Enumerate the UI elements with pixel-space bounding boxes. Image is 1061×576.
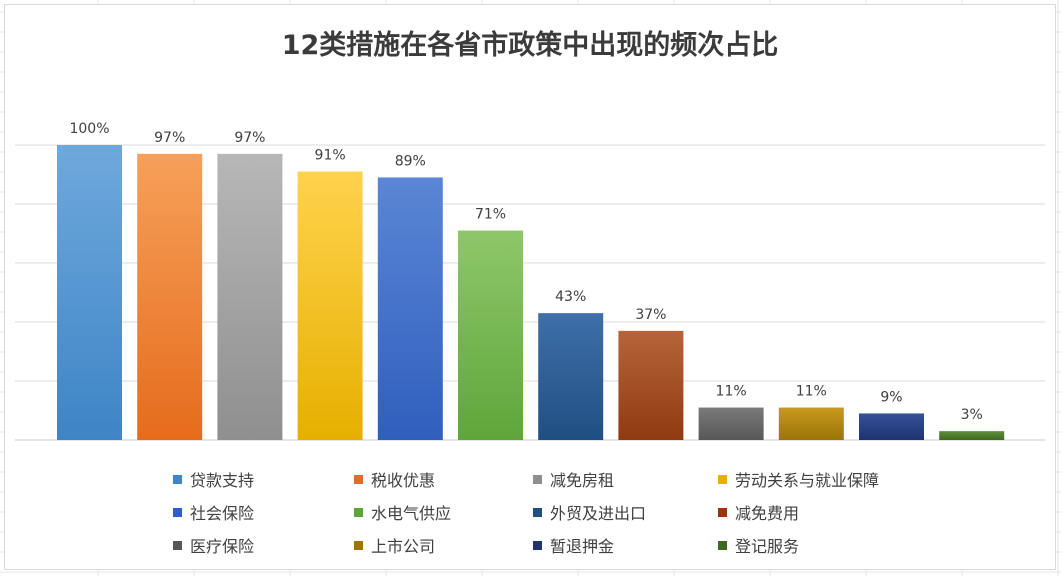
data-label: 9% — [880, 389, 902, 405]
bar-2[interactable] — [137, 153, 203, 440]
chart-area[interactable]: 12类措施在各省市政策中出现的频次占比 100% 97% 97% 91% 89% 71% 4… — [4, 4, 1056, 570]
bar-7[interactable] — [538, 313, 604, 440]
legend-swatch — [533, 507, 542, 517]
legend-item[interactable]: 外贸及进出口 — [533, 501, 646, 523]
legend-item[interactable]: 税收优惠 — [354, 468, 435, 490]
legend-item[interactable]: 医疗保险 — [173, 534, 254, 556]
bar-6[interactable] — [458, 230, 523, 440]
legend-label: 登记服务 — [735, 537, 800, 556]
legend-item[interactable]: 上市公司 — [354, 534, 435, 556]
data-label: 97% — [154, 130, 185, 146]
legend-item[interactable]: 社会保险 — [173, 501, 254, 523]
data-label: 97% — [234, 130, 265, 146]
legend-item[interactable]: 劳动关系与就业保障 — [718, 468, 879, 490]
data-label: 37% — [635, 307, 666, 323]
legend-item[interactable]: 暂退押金 — [533, 534, 614, 556]
data-label: 11% — [716, 384, 747, 400]
legend-swatch — [533, 540, 542, 550]
legend-label: 劳动关系与就业保障 — [735, 471, 880, 490]
data-label: 100% — [69, 121, 109, 137]
plot-area: 100% 97% 97% 91% 89% 71% 43% 37% 11% 11% 9% 3% — [15, 121, 1045, 441]
legend-item[interactable]: 水电气供应 — [354, 501, 451, 523]
legend-label: 医疗保险 — [190, 537, 255, 556]
data-label: 91% — [315, 148, 346, 164]
legend-label: 减免房租 — [550, 471, 615, 490]
legend-label: 社会保险 — [190, 504, 255, 523]
bar-9[interactable] — [698, 407, 764, 440]
legend-label: 贷款支持 — [190, 471, 255, 490]
legend-label: 外贸及进出口 — [550, 504, 647, 523]
legend-label: 减免费用 — [735, 504, 800, 523]
bar-12[interactable] — [939, 431, 1005, 440]
data-label: 71% — [475, 207, 506, 223]
data-label: 43% — [555, 289, 586, 305]
legend-swatch — [173, 540, 182, 550]
legend-label: 暂退押金 — [550, 537, 615, 556]
legend-swatch — [354, 474, 363, 484]
legend-item[interactable]: 登记服务 — [718, 534, 799, 556]
legend-label: 上市公司 — [371, 537, 436, 556]
bar-4[interactable] — [297, 171, 363, 441]
bar-11[interactable] — [859, 413, 924, 440]
legend-swatch — [718, 474, 727, 484]
legend-swatch — [354, 507, 363, 517]
legend-item[interactable]: 贷款支持 — [173, 468, 254, 490]
legend-swatch — [354, 540, 363, 550]
data-label: 11% — [796, 384, 827, 400]
legend-swatch — [718, 540, 727, 550]
bar-8[interactable] — [618, 330, 684, 440]
legend-swatch — [173, 507, 182, 517]
bar-5[interactable] — [377, 177, 443, 440]
legend-item[interactable]: 减免费用 — [718, 501, 799, 523]
legend-swatch — [718, 507, 727, 517]
legend-label: 水电气供应 — [371, 504, 452, 523]
bar-3[interactable] — [217, 153, 283, 440]
legend-swatch — [533, 474, 542, 484]
data-label: 89% — [395, 153, 426, 169]
legend-swatch — [173, 474, 182, 484]
bar-10[interactable] — [778, 407, 844, 440]
data-label: 3% — [961, 407, 983, 423]
legend-label: 税收优惠 — [371, 471, 436, 490]
legend-item[interactable]: 减免房租 — [533, 468, 614, 490]
chart-title: 12类措施在各省市政策中出现的频次占比 — [281, 30, 779, 61]
bar-1[interactable] — [57, 145, 122, 440]
